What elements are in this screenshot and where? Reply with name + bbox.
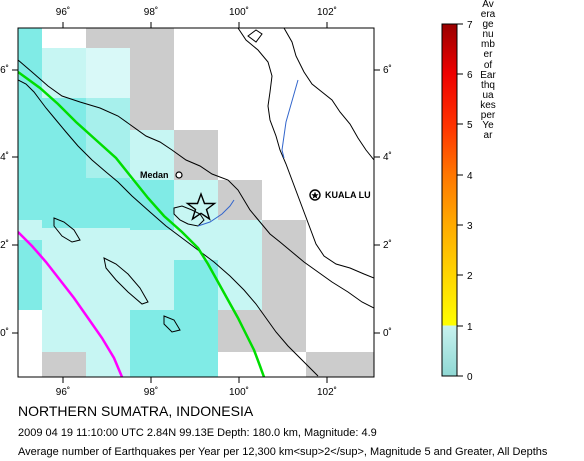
longitude-labels-top: 96˚ 98˚ 100˚ 102˚ (56, 6, 337, 18)
rivers (197, 79, 299, 227)
lon-tick-96-bottom: 96˚ (56, 386, 70, 398)
medan-city-icon (175, 171, 183, 179)
lon-tick-100-top: 100˚ (229, 6, 249, 18)
capital-star-icon (311, 191, 319, 199)
event-details: 2009 04 19 11:10:00 UTC 2.84N 99.13E Dep… (18, 427, 377, 439)
colorbar-tick-4: 4 (467, 171, 473, 182)
map-title: NORTHERN SUMATRA, INDONESIA (18, 403, 254, 419)
colorbar-tick-1: 1 (467, 322, 473, 333)
seismicity-grid (18, 28, 374, 377)
fault-line (18, 70, 266, 377)
colorbar-tick-5: 5 (467, 120, 473, 131)
seismicity-map: Medan KUALA LU 96˚ 98˚ 100˚ 102˚ 96˚ 98˚… (0, 6, 473, 398)
lat-tick-6-left: 6˚ (0, 64, 9, 76)
medan-marker: Medan (140, 170, 183, 180)
coastlines (18, 28, 374, 377)
colorbar-title: Average number of Earthquakes per Year (480, 0, 496, 142)
kuala-lumpur-marker: KUALA LU (309, 189, 371, 201)
colorbar-ticks (457, 23, 463, 377)
plate-boundary-line (18, 231, 124, 377)
lon-tick-102-top: 102˚ (317, 6, 337, 18)
map-area: Medan KUALA LU (18, 28, 374, 377)
epicenter-star-icon (185, 191, 217, 221)
lon-tick-100-bottom: 100˚ (229, 386, 249, 398)
medan-label: Medan (140, 170, 169, 180)
kuala-lumpur-label: KUALA LU (325, 190, 371, 200)
lat-tick-6-right: 6˚ (383, 64, 392, 76)
lat-tick-0-left: 0˚ (0, 327, 9, 339)
colorbar-tick-7: 7 (467, 20, 473, 31)
colorbar-fill (441, 23, 458, 377)
colorbar-tick-2: 2 (467, 271, 473, 282)
lon-tick-98-bottom: 98˚ (144, 386, 158, 398)
latitude-labels-left: 6˚ 4˚ 2˚ 0˚ (0, 64, 9, 339)
lat-tick-2-right: 2˚ (383, 239, 392, 251)
longitude-labels-bottom: 96˚ 98˚ 100˚ 102˚ (56, 386, 337, 398)
lat-tick-4-right: 4˚ (383, 151, 392, 163)
colorbar-tick-6: 6 (467, 70, 473, 81)
colorbar-tick-0: 0 (467, 372, 473, 383)
map-note: Average number of Earthquakes per Year p… (18, 446, 548, 458)
latitude-labels-right: 6˚ 4˚ 2˚ 0˚ (383, 64, 392, 339)
lat-tick-4-left: 4˚ (0, 151, 9, 163)
map-frame (17, 27, 375, 378)
lon-tick-102-bottom: 102˚ (317, 386, 337, 398)
lon-tick-96-top: 96˚ (56, 6, 70, 18)
colorbar-tick-3: 3 (467, 221, 473, 232)
tick-marks (12, 22, 380, 383)
colorbar: 0 1 2 3 4 5 6 7 (441, 20, 473, 383)
lat-tick-0-right: 0˚ (383, 327, 392, 339)
lat-tick-2-left: 2˚ (0, 239, 9, 251)
lon-tick-98-top: 98˚ (144, 6, 158, 18)
